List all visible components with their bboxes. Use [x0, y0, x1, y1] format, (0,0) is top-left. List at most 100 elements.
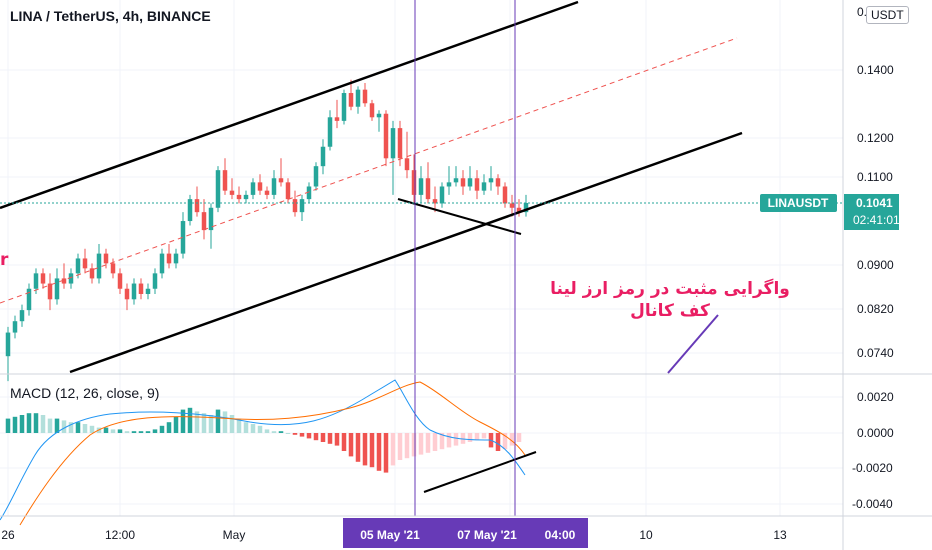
macd-histogram-bar: [19, 415, 25, 433]
candle[interactable]: [397, 120, 403, 167]
channel-upper-line[interactable]: [0, 0, 579, 210]
candle[interactable]: [47, 273, 53, 311]
candle-body: [292, 199, 298, 213]
trend-drawings[interactable]: [0, 0, 743, 493]
candle[interactable]: [215, 166, 221, 213]
macd-histogram-bar: [362, 433, 368, 466]
candle[interactable]: [425, 162, 431, 204]
candle[interactable]: [159, 248, 165, 279]
candle-body: [509, 203, 515, 208]
annotation-text[interactable]: واگرایی مثبت در رمز ارز لینا کف کانال: [520, 278, 820, 322]
candle[interactable]: [411, 154, 417, 204]
candle[interactable]: [54, 268, 60, 305]
macd-axis[interactable]: 0.0020 0.0000 -0.0020 -0.0040: [852, 390, 894, 511]
candle[interactable]: [257, 174, 263, 195]
candle[interactable]: [236, 186, 242, 204]
candle[interactable]: [264, 186, 270, 200]
candle[interactable]: [285, 178, 291, 204]
candle[interactable]: [278, 158, 284, 187]
candle[interactable]: [75, 253, 81, 279]
candle[interactable]: [117, 268, 123, 294]
candle[interactable]: [313, 162, 319, 191]
price-axis[interactable]: 0.14000.12000.11000.09000.08200.07400.14…: [857, 5, 894, 360]
candle[interactable]: [180, 212, 186, 259]
candle[interactable]: [320, 139, 326, 175]
candle[interactable]: [138, 278, 144, 300]
candle[interactable]: [334, 99, 340, 129]
candle[interactable]: [89, 263, 95, 284]
candle[interactable]: [208, 203, 214, 249]
time-axis-label: 13: [773, 528, 787, 542]
candle[interactable]: [222, 158, 228, 195]
candle[interactable]: [523, 194, 529, 217]
candle[interactable]: [5, 326, 11, 382]
candle[interactable]: [460, 170, 466, 195]
candle[interactable]: [26, 283, 32, 316]
candle[interactable]: [166, 244, 172, 269]
candle[interactable]: [243, 190, 249, 204]
candle[interactable]: [194, 186, 200, 217]
candle[interactable]: [327, 110, 333, 151]
candle[interactable]: [131, 278, 137, 305]
candle[interactable]: [68, 268, 74, 289]
candle[interactable]: [488, 166, 494, 191]
candle[interactable]: [19, 304, 25, 327]
candle[interactable]: [229, 178, 235, 200]
candle[interactable]: [96, 244, 102, 284]
candle[interactable]: [376, 110, 382, 132]
channel-middle-dashed-line[interactable]: [0, 37, 738, 304]
annotation-arrow-line[interactable]: [667, 314, 719, 374]
candle[interactable]: [446, 166, 452, 195]
macd-histogram-bar: [5, 418, 11, 433]
candle[interactable]: [418, 166, 424, 204]
candle[interactable]: [474, 170, 480, 200]
candle[interactable]: [306, 182, 312, 204]
candle-body: [54, 278, 60, 300]
currency-button[interactable]: USDT: [866, 6, 909, 24]
candle[interactable]: [299, 194, 305, 222]
channel-lower-line[interactable]: [69, 131, 743, 374]
price-divergence-line[interactable]: [397, 198, 522, 235]
candle[interactable]: [355, 86, 361, 114]
candle[interactable]: [467, 166, 473, 191]
candle[interactable]: [61, 263, 67, 289]
candle[interactable]: [432, 186, 438, 213]
candle[interactable]: [495, 174, 501, 195]
macd-divergence-line[interactable]: [423, 451, 537, 493]
candle-body: [474, 178, 480, 191]
candle[interactable]: [124, 283, 130, 311]
candle[interactable]: [152, 268, 158, 294]
candle[interactable]: [439, 182, 445, 208]
candle[interactable]: [40, 268, 46, 289]
candle[interactable]: [250, 178, 256, 200]
candle[interactable]: [369, 99, 375, 121]
candle[interactable]: [453, 166, 459, 187]
candle[interactable]: [390, 120, 396, 195]
time-axis-label: 04:00: [545, 528, 576, 542]
candle[interactable]: [516, 199, 522, 217]
candle[interactable]: [201, 199, 207, 240]
time-axis[interactable]: 26 12:00 May 05 May '21 07 May '21 04:00 10 13: [1, 518, 787, 548]
time-axis-highlight: [343, 518, 588, 548]
candle-body: [502, 186, 508, 204]
candle[interactable]: [383, 110, 389, 167]
candle[interactable]: [502, 182, 508, 208]
macd-histogram-bar: [12, 416, 18, 433]
candle[interactable]: [145, 283, 151, 300]
macd-histogram-bar: [89, 425, 95, 433]
macd-indicator-title[interactable]: MACD (12, 26, close, 9): [10, 385, 160, 401]
candle[interactable]: [348, 79, 354, 111]
candle[interactable]: [271, 170, 277, 200]
candle[interactable]: [509, 194, 515, 217]
candle[interactable]: [82, 248, 88, 274]
candle[interactable]: [341, 89, 347, 125]
candle[interactable]: [481, 174, 487, 195]
candle[interactable]: [173, 248, 179, 269]
candle[interactable]: [187, 194, 193, 226]
candle[interactable]: [404, 131, 410, 179]
candle[interactable]: [362, 83, 368, 107]
candle[interactable]: [110, 258, 116, 279]
candle[interactable]: [292, 190, 298, 217]
candle[interactable]: [12, 315, 18, 339]
